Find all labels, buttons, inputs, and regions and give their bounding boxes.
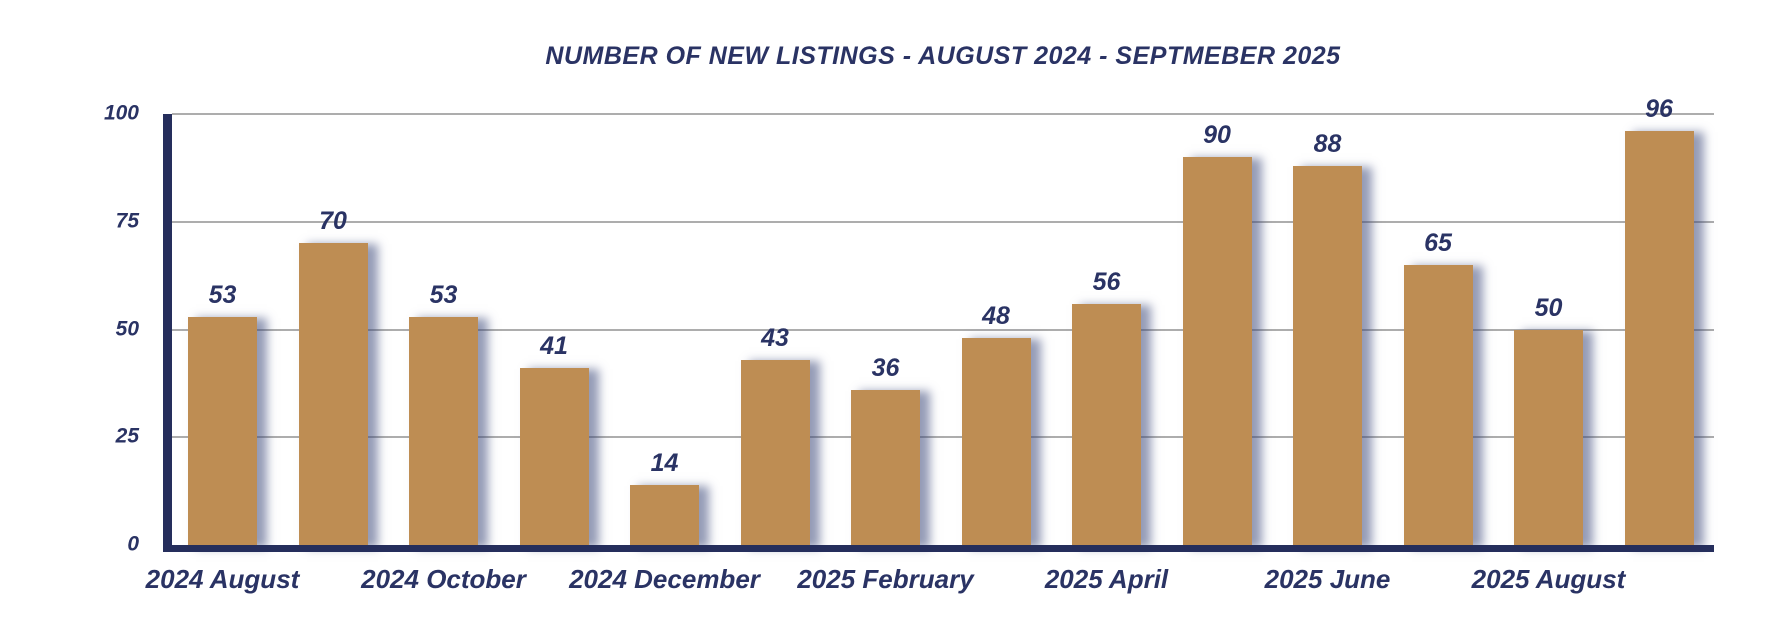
gridline [172,220,1714,223]
bar-value-label: 36 [871,353,900,382]
bar-value-label: 14 [650,448,679,477]
y-tick-label: 50 [115,317,139,341]
y-axis-line [163,114,172,549]
bar: 53 [409,281,478,545]
bar-value-label: 48 [982,302,1010,331]
chart-title: NUMBER OF NEW LISTINGS - AUGUST 2024 - S… [545,42,1341,70]
bar-value-label: 90 [1203,121,1231,150]
x-tick-label: 2025 February [797,564,974,594]
bar-value-label: 41 [540,332,568,361]
y-tick-label: 100 [103,101,139,125]
gridline [172,113,1714,115]
plot-area: 0 25 50 75 100 53 70 53 41 14 43 36 48 56 90 88 65 50 96 … [104,95,1714,594]
bar: 88 [1293,130,1362,545]
bar-value-label: 53 [208,280,237,309]
bar: 43 [740,324,810,545]
bar: 36 [851,354,920,545]
bar-value-label: 96 [1645,95,1673,124]
y-tick-label: 0 [127,532,139,556]
y-tick-label: 75 [115,209,139,233]
x-axis-line [163,545,1714,552]
bar-value-label: 70 [319,207,347,236]
gridline [172,328,1714,331]
x-tick-label: 2024 October [361,564,526,594]
x-tick-label: 2024 December [569,564,760,594]
bar: 50 [1514,294,1583,545]
x-tick-label: 2025 April [1044,564,1169,594]
bar: 65 [1403,229,1473,545]
bar: 96 [1624,95,1694,545]
bar-value-label: 53 [429,280,458,309]
bar: 70 [298,207,368,545]
bar: 48 [961,302,1031,545]
bar-value-label: 43 [761,323,789,352]
bar: 53 [188,281,257,545]
bar: 56 [1072,268,1141,545]
bar-value-label: 56 [1092,267,1121,296]
bar: 41 [519,332,589,545]
x-tick-label: 2025 August [1471,564,1626,594]
bar-value-label: 88 [1313,129,1342,158]
x-tick-label: 2025 June [1264,564,1391,594]
bar: 90 [1182,121,1252,545]
bar-value-label: 50 [1534,293,1563,322]
y-tick-label: 25 [115,424,139,448]
gridline [172,436,1714,439]
bar-value-label: 65 [1424,228,1452,257]
bar: 14 [630,449,699,545]
x-tick-label: 2024 August [145,564,300,594]
